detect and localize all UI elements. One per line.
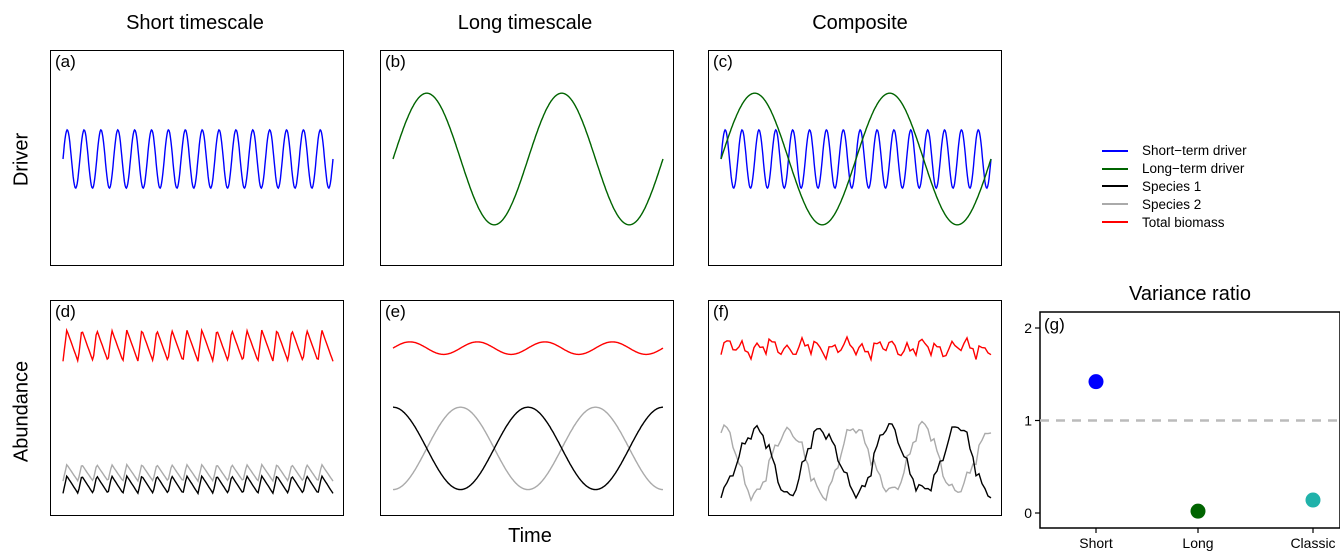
y-tick-label: 0 <box>1024 505 1032 521</box>
x-tick-label: Classic <box>1290 535 1335 551</box>
column-title-short: Short timescale <box>126 12 264 34</box>
x-axis-label: Time <box>508 525 552 547</box>
x-tick-label: Long <box>1182 535 1213 551</box>
column-title-long: Long timescale <box>457 12 593 34</box>
legend-swatch <box>1102 203 1128 206</box>
legend-item: Long−term driver <box>1102 160 1247 178</box>
legend-label: Species 1 <box>1142 178 1202 194</box>
series-line-short-term-driver <box>62 128 334 190</box>
series-line-species-2 <box>393 406 663 491</box>
series-line-species-2 <box>720 420 992 503</box>
legend-swatch <box>1102 185 1128 188</box>
legend-swatch <box>1102 167 1128 170</box>
legend-label: Species 2 <box>1142 196 1202 212</box>
legend-item: Species 1 <box>1102 178 1247 196</box>
panel-e: (e) <box>380 300 674 516</box>
series-line-long-term-driver <box>720 92 992 226</box>
variance-ratio-title: Variance ratio <box>1129 283 1251 305</box>
column-title-composite: Composite <box>812 12 908 34</box>
panel-f: (f) <box>708 300 1002 516</box>
y-tick-label: 1 <box>1024 413 1032 429</box>
panel-g-plot: (g) 012ShorttimescaleLongtimescaleClassi… <box>1024 311 1340 552</box>
row-label-driver: Driver <box>10 132 33 187</box>
panel-d-plot <box>62 327 334 496</box>
panel-label-e: (e) <box>385 302 406 321</box>
legend-label: Long−term driver <box>1142 161 1245 177</box>
series-line-species-1 <box>62 474 334 496</box>
panel-c: (c) <box>708 50 1002 266</box>
legend-item: Total biomass <box>1102 213 1247 231</box>
panel-d: (d) <box>50 300 344 516</box>
legend: Short−term driver Long−term driver Speci… <box>1102 142 1247 231</box>
panel-label-a: (a) <box>55 52 76 71</box>
x-tick-label: timescale <box>1168 550 1227 552</box>
point-classic <box>1305 492 1321 508</box>
series-line-total-biomass <box>392 341 664 356</box>
panel-b-plot <box>392 92 664 226</box>
panel-f-plot <box>720 335 992 503</box>
point-short <box>1088 374 1104 390</box>
series-line-long-term-driver <box>392 92 664 226</box>
series-line-total-biomass <box>720 335 992 363</box>
panel-a: (a) <box>50 50 344 266</box>
series-line-species-1 <box>720 422 992 500</box>
x-tick-label: timescale <box>1066 550 1125 552</box>
legend-item: Short−term driver <box>1102 142 1247 160</box>
legend-label: Total biomass <box>1142 214 1225 230</box>
legend-swatch <box>1102 221 1128 224</box>
panel-a-plot <box>62 128 334 190</box>
panel-label-b: (b) <box>385 52 406 71</box>
panel-label-c: (c) <box>713 52 733 71</box>
series-line-total-biomass <box>62 327 334 364</box>
row-label-abundance: Abundance <box>10 360 33 463</box>
panel-c-plot <box>720 92 992 226</box>
panel-b: (b) <box>380 50 674 266</box>
series-line-species-2 <box>62 462 334 483</box>
panel-e-plot <box>392 341 664 491</box>
panel-label-f: (f) <box>713 302 730 321</box>
series-line-species-1 <box>393 406 663 491</box>
x-tick-label: Short <box>1079 535 1113 551</box>
panel-label-g: (g) <box>1044 315 1065 334</box>
y-tick-label: 2 <box>1024 320 1032 336</box>
legend-swatch <box>1102 149 1128 152</box>
legend-label: Short−term driver <box>1142 143 1247 159</box>
panel-label-d: (d) <box>55 302 76 321</box>
legend-item: Species 2 <box>1102 195 1247 213</box>
point-long <box>1190 503 1206 519</box>
